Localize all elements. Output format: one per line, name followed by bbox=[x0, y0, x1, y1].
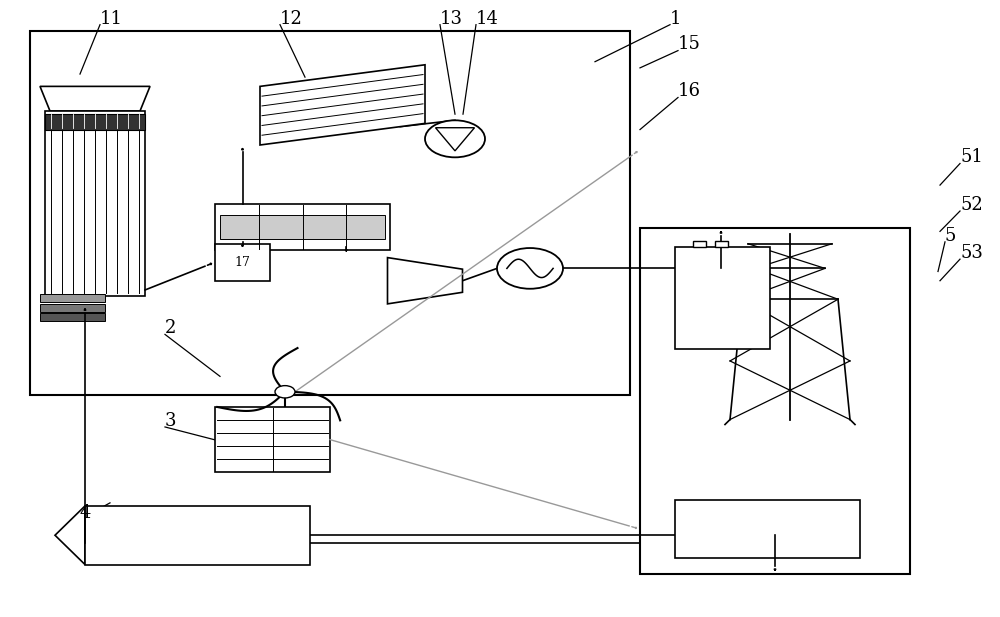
Bar bbox=[215, 407, 330, 472]
Bar bbox=[40, 294, 105, 302]
Text: 5: 5 bbox=[945, 226, 956, 245]
Text: 13: 13 bbox=[440, 9, 463, 28]
Bar bbox=[30, 31, 630, 395]
Polygon shape bbox=[388, 258, 462, 304]
Text: 51: 51 bbox=[960, 148, 983, 167]
Polygon shape bbox=[436, 128, 475, 151]
Text: 3: 3 bbox=[165, 412, 176, 430]
Polygon shape bbox=[55, 506, 85, 565]
Polygon shape bbox=[260, 65, 425, 145]
Text: 2: 2 bbox=[165, 319, 176, 337]
Bar bbox=[40, 313, 105, 321]
Bar bbox=[640, 228, 910, 574]
Text: 11: 11 bbox=[100, 9, 123, 28]
Bar bbox=[715, 241, 728, 247]
Bar bbox=[45, 114, 145, 130]
Bar bbox=[675, 500, 860, 558]
Text: 17: 17 bbox=[235, 255, 250, 269]
Bar bbox=[45, 111, 145, 296]
Circle shape bbox=[497, 248, 563, 289]
Bar bbox=[675, 247, 770, 349]
Text: 53: 53 bbox=[960, 244, 983, 262]
Text: 12: 12 bbox=[280, 9, 303, 28]
Text: 14: 14 bbox=[476, 9, 499, 28]
Text: 15: 15 bbox=[678, 35, 701, 54]
Bar bbox=[40, 304, 105, 312]
Circle shape bbox=[425, 120, 485, 157]
Polygon shape bbox=[40, 86, 150, 111]
Text: 52: 52 bbox=[960, 196, 983, 214]
Bar bbox=[220, 215, 385, 239]
Text: 4: 4 bbox=[80, 504, 91, 523]
Bar bbox=[215, 244, 270, 281]
Text: 1: 1 bbox=[670, 9, 682, 28]
Bar bbox=[215, 204, 390, 250]
Bar bbox=[693, 241, 706, 247]
Text: 16: 16 bbox=[678, 82, 701, 101]
Bar bbox=[85, 506, 310, 565]
Circle shape bbox=[275, 386, 295, 398]
